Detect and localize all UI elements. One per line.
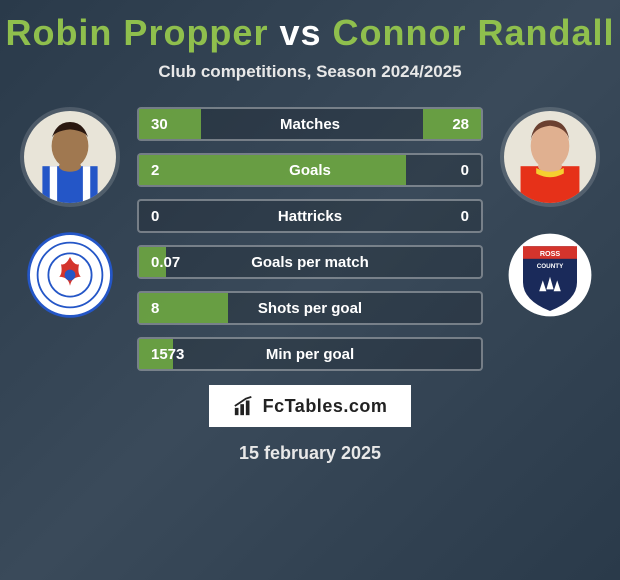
- player1-club-badge: [20, 232, 120, 317]
- stat-label: Goals: [139, 162, 481, 179]
- stat-row-goals: 2Goals0: [137, 153, 483, 187]
- player1-avatar: [20, 107, 120, 207]
- player2-avatar-svg: [504, 111, 596, 203]
- svg-text:COUNTY: COUNTY: [537, 262, 564, 269]
- stat-label: Min per goal: [139, 346, 481, 363]
- player2-avatar: [500, 107, 600, 207]
- chart-icon: [233, 395, 255, 417]
- stat-value-right: 0: [461, 162, 469, 179]
- fctables-badge: FcTables.com: [209, 385, 412, 427]
- player2-side: ROSS COUNTY: [495, 102, 605, 317]
- stat-label: Hattricks: [139, 208, 481, 225]
- stat-value-right: 0: [461, 208, 469, 225]
- stat-row-matches: 30Matches28: [137, 107, 483, 141]
- badge-text: FcTables.com: [263, 396, 388, 417]
- stat-row-hattricks: 0Hattricks0: [137, 199, 483, 233]
- stat-row-goals-per-match: 0.07Goals per match: [137, 245, 483, 279]
- comparison-main: 30Matches282Goals00Hattricks00.07Goals p…: [0, 102, 620, 371]
- stat-label: Matches: [139, 116, 481, 133]
- vs-text: vs: [279, 12, 321, 53]
- player2-club-badge: ROSS COUNTY: [500, 232, 600, 317]
- svg-text:ROSS: ROSS: [540, 249, 561, 258]
- stat-label: Shots per goal: [139, 300, 481, 317]
- comparison-date: 15 february 2025: [239, 443, 381, 464]
- subtitle: Club competitions, Season 2024/2025: [158, 62, 461, 82]
- player1-side: [15, 102, 125, 317]
- player1-name: Robin Propper: [5, 12, 268, 53]
- stats-bars: 30Matches282Goals00Hattricks00.07Goals p…: [125, 102, 495, 371]
- player2-name: Connor Randall: [333, 12, 615, 53]
- ross-county-badge-icon: ROSS COUNTY: [505, 230, 595, 320]
- comparison-title: Robin Propper vs Connor Randall: [5, 12, 614, 54]
- rangers-badge-icon: [25, 230, 115, 320]
- stat-row-min-per-goal: 1573Min per goal: [137, 337, 483, 371]
- player1-avatar-svg: [24, 111, 116, 203]
- stat-label: Goals per match: [139, 254, 481, 271]
- stat-row-shots-per-goal: 8Shots per goal: [137, 291, 483, 325]
- stat-value-right: 28: [452, 116, 469, 133]
